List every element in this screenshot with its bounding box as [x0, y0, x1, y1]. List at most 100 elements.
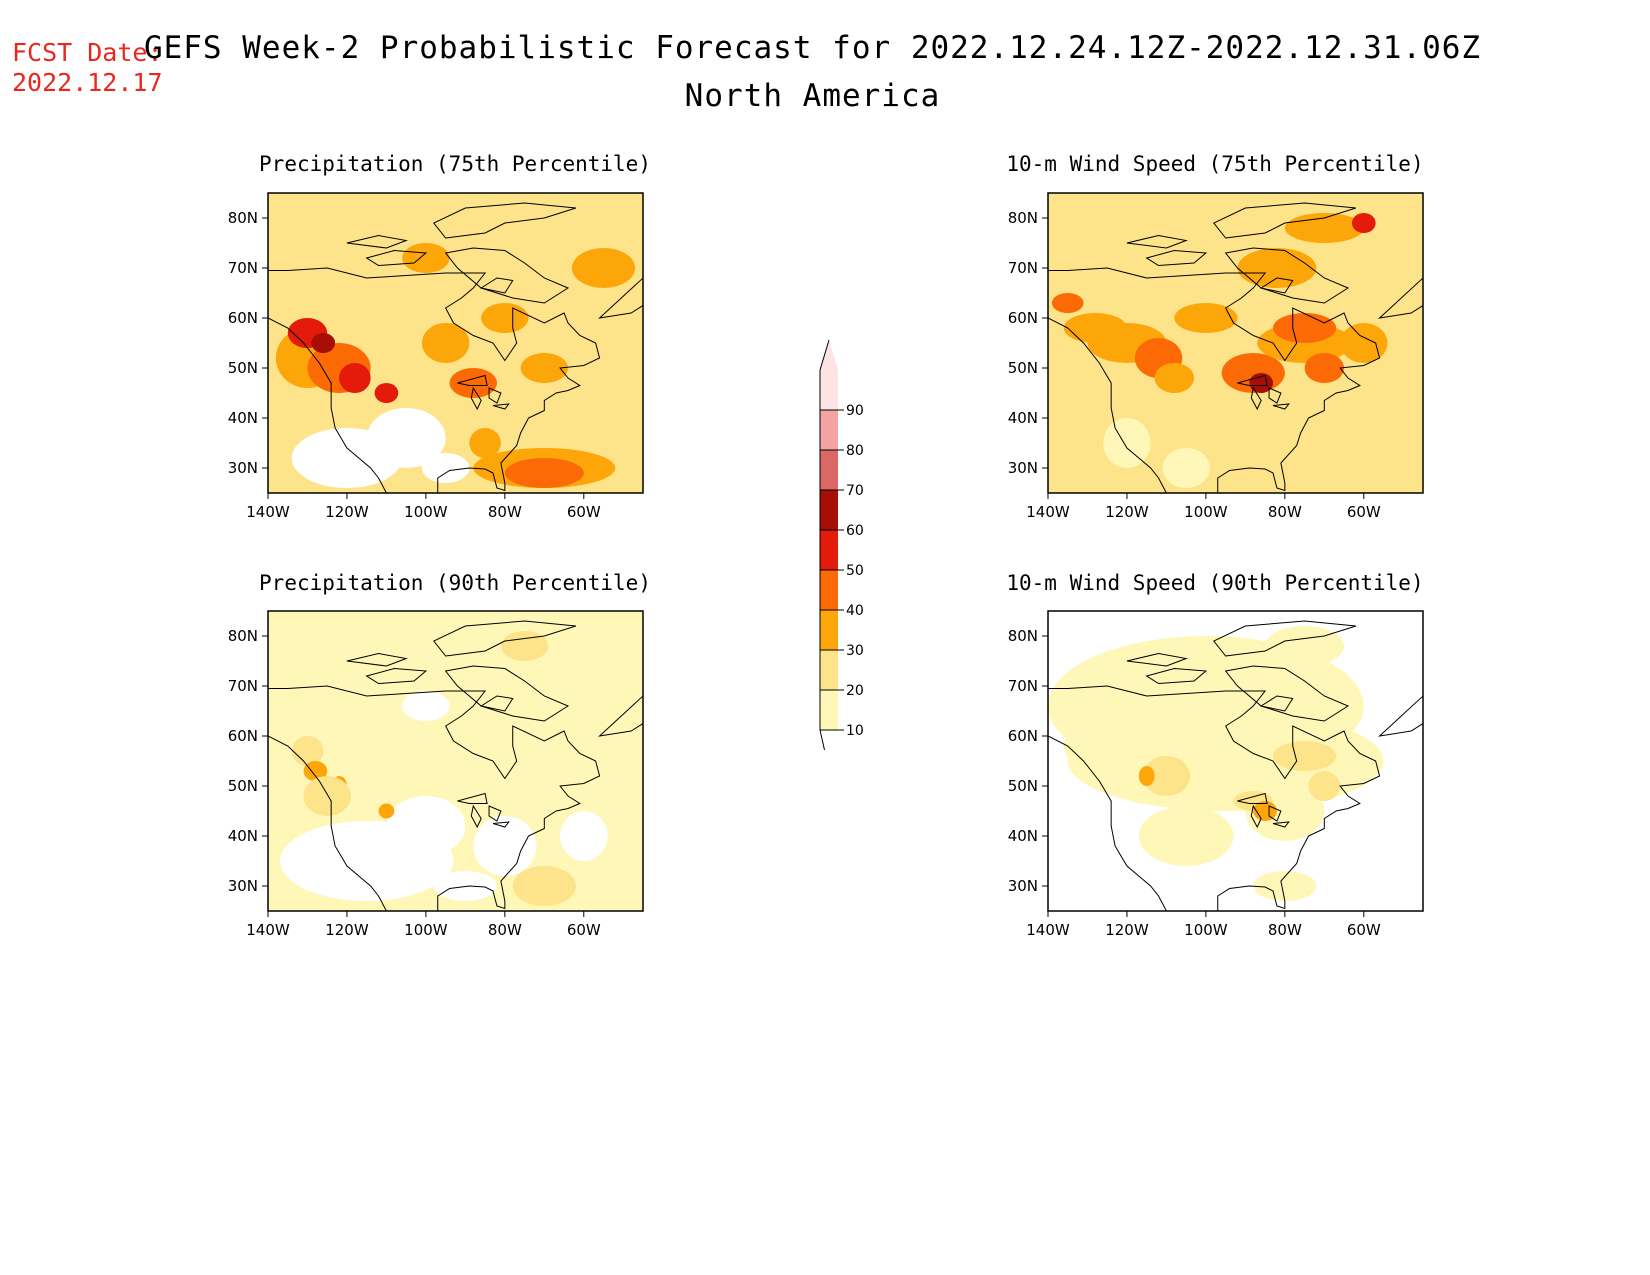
- lon-tick-label: 140W: [246, 503, 290, 521]
- lon-tick-label: 80W: [488, 503, 522, 521]
- lon-tick-label: 80W: [488, 921, 522, 939]
- lat-tick-label: 70N: [1008, 677, 1038, 695]
- lake-outline: [470, 386, 482, 411]
- panel-title-precip90: Precipitation (90th Percentile): [259, 571, 651, 595]
- panel-title-wind90: 10-m Wind Speed (90th Percentile): [1006, 571, 1424, 595]
- colorbar-top-cap: [820, 340, 838, 370]
- island-outline: [444, 665, 570, 722]
- lon-tick-label: 80W: [1268, 921, 1302, 939]
- island-outline: [1378, 695, 1423, 737]
- probability-contour: [1308, 771, 1341, 801]
- island-outline: [1213, 202, 1357, 239]
- probability-contour: [500, 631, 549, 661]
- colorbar-tick-label: 40: [846, 603, 864, 619]
- lake-outline: [457, 792, 488, 804]
- colorbar-tick-label: 20: [846, 683, 864, 699]
- lat-tick-label: 30N: [228, 459, 258, 477]
- island-outline: [479, 277, 514, 294]
- colorbar-segment: [820, 650, 838, 690]
- probability-contour: [1273, 313, 1337, 343]
- island-outline: [346, 234, 409, 249]
- lat-tick-label: 60N: [1008, 309, 1038, 327]
- probability-contour: [1351, 213, 1376, 233]
- island-outline: [444, 247, 570, 304]
- probability-contour: [1304, 353, 1345, 383]
- island-outline: [1224, 665, 1350, 722]
- probability-contour: [1237, 248, 1317, 288]
- lat-tick-label: 70N: [1008, 259, 1038, 277]
- probability-contour: [303, 761, 328, 781]
- probability-contour: [504, 458, 584, 488]
- probability-contour: [1162, 448, 1210, 488]
- probability-contour: [291, 736, 324, 766]
- colorbar-segment: [820, 410, 838, 450]
- lat-tick-label: 40N: [1008, 827, 1038, 845]
- colorbar-tick-label: 30: [846, 643, 864, 659]
- lake-outline: [457, 374, 488, 386]
- colorbar-bottom-cap: [819, 729, 826, 750]
- lake-outline: [1250, 804, 1262, 829]
- colorbar-segment: [820, 490, 838, 530]
- lon-tick-label: 140W: [246, 921, 290, 939]
- lake-outline: [470, 804, 482, 829]
- probability-contour: [1340, 323, 1388, 363]
- probability-contour: [311, 333, 336, 353]
- island-outline: [1259, 277, 1294, 294]
- lat-tick-label: 50N: [228, 359, 258, 377]
- probability-contour: [469, 428, 501, 458]
- panel-title-wind75: 10-m Wind Speed (75th Percentile): [1006, 152, 1424, 176]
- lon-tick-label: 120W: [325, 921, 369, 939]
- probability-contour: [1138, 806, 1234, 866]
- probability-contour: [1051, 293, 1084, 313]
- lat-tick-label: 60N: [228, 309, 258, 327]
- probability-contour: [571, 248, 636, 288]
- island-outline: [1213, 620, 1357, 657]
- lon-tick-label: 100W: [404, 921, 448, 939]
- island-outline: [1145, 249, 1208, 267]
- region-subtitle: North America: [684, 78, 941, 114]
- map-panel-wind75: 80N 70N 60N 50N 40N 30N 140W 120W 100W 80W 60W: [1008, 192, 1424, 521]
- island-outline: [1259, 695, 1294, 712]
- lon-tick-label: 60W: [1347, 921, 1381, 939]
- probability-contour: [1138, 766, 1155, 786]
- lat-tick-label: 70N: [228, 677, 258, 695]
- probability-contour: [1265, 626, 1345, 666]
- lake-outline: [1250, 386, 1262, 411]
- lon-tick-label: 60W: [567, 503, 601, 521]
- map-frame: [267, 192, 644, 494]
- fcst-date-caption: FCST Date:: [12, 38, 163, 67]
- probability-contour: [402, 243, 450, 273]
- probability-contour: [560, 811, 608, 861]
- colorbar-edge: [819, 339, 830, 371]
- coastline: [268, 685, 601, 911]
- lat-tick-label: 40N: [228, 827, 258, 845]
- lat-tick-label: 70N: [228, 259, 258, 277]
- lake-outline: [488, 387, 502, 404]
- colorbar-tick-label: 10: [846, 723, 864, 739]
- probability-contour: [378, 803, 395, 819]
- lat-tick-label: 80N: [228, 209, 258, 227]
- probability-contour: [512, 866, 576, 906]
- coastline: [1048, 685, 1381, 911]
- lake-outline: [1268, 387, 1282, 404]
- island-outline: [433, 620, 577, 657]
- lon-tick-label: 100W: [1184, 503, 1228, 521]
- probability-contour: [1273, 741, 1337, 771]
- probability-contour: [449, 368, 497, 398]
- lat-tick-label: 30N: [228, 877, 258, 895]
- colorbar-segment: [820, 450, 838, 490]
- island-outline: [1126, 652, 1189, 667]
- probability-contour: [1174, 303, 1238, 333]
- island-outline: [433, 202, 577, 239]
- colorbar-tick-label: 50: [846, 563, 864, 579]
- lon-tick-label: 140W: [1026, 921, 1070, 939]
- lon-tick-label: 60W: [1347, 503, 1381, 521]
- lon-tick-label: 80W: [1268, 503, 1302, 521]
- lat-tick-label: 40N: [228, 409, 258, 427]
- island-outline: [598, 277, 643, 319]
- island-outline: [1378, 277, 1423, 319]
- lat-tick-label: 50N: [228, 777, 258, 795]
- probability-contour: [366, 408, 446, 468]
- probability-contour: [1063, 726, 1112, 766]
- probability-contour: [386, 796, 466, 856]
